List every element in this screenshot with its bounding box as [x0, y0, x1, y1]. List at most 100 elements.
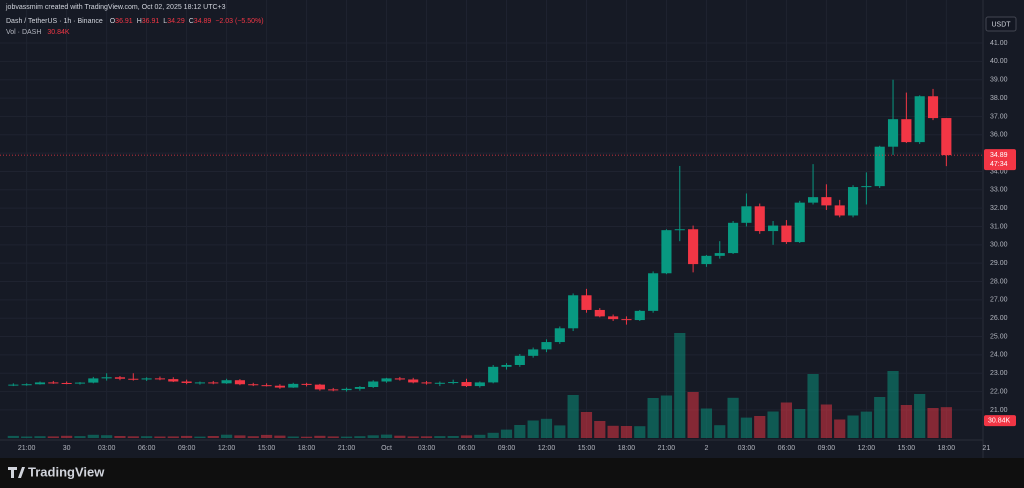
volume-bar — [220, 434, 233, 438]
candle-body — [181, 381, 192, 383]
candle-body — [474, 382, 485, 387]
candle-body — [927, 96, 939, 119]
candle-body — [634, 310, 645, 321]
candle-body — [541, 342, 552, 350]
y-tick-label: 33.00 — [990, 187, 1008, 194]
candle-body — [608, 316, 619, 320]
volume-bar — [61, 435, 73, 438]
volume-bar — [314, 435, 326, 438]
volume-pane — [7, 333, 952, 438]
volume-bar — [767, 411, 779, 438]
volume-bar — [474, 434, 486, 438]
candle-body — [514, 355, 525, 365]
volume-tag — [984, 415, 1016, 427]
volume-bar — [447, 436, 459, 438]
volume-bar — [7, 435, 19, 438]
volume-value: 30.84K — [47, 29, 70, 36]
candle-body — [861, 186, 872, 188]
candle-body — [408, 379, 419, 383]
candle-body — [874, 146, 885, 187]
y-tick-label: 36.00 — [990, 132, 1008, 139]
x-tick-label: 15:00 — [258, 445, 276, 452]
candle-body — [101, 377, 112, 379]
volume-bar — [647, 398, 659, 438]
volume-bar — [47, 436, 59, 438]
candle-body — [114, 377, 126, 379]
volume-bar — [927, 408, 939, 438]
candle-body — [274, 385, 285, 388]
currency-box — [985, 16, 1017, 32]
volume-bar — [820, 404, 832, 438]
candle-body — [581, 295, 592, 310]
volume-bar — [687, 392, 699, 438]
candle-body — [168, 379, 179, 382]
candle-body — [621, 319, 632, 321]
y-tick-label: 27.00 — [990, 297, 1008, 304]
volume-bar — [594, 421, 606, 438]
candle-body — [847, 187, 859, 216]
candle-body — [501, 364, 512, 367]
volume-bar — [327, 436, 339, 438]
candle-body — [21, 384, 32, 386]
chart-background — [0, 0, 1024, 458]
ohlc-letter: C — [189, 18, 194, 25]
candle-body — [714, 253, 725, 256]
candle-body — [448, 382, 459, 384]
ohlc-letter: H — [137, 18, 142, 25]
y-tick-label: 21.00 — [990, 407, 1008, 414]
volume-bar — [340, 436, 353, 438]
y-tick-label: 41.00 — [990, 40, 1008, 47]
candle-body — [834, 205, 845, 216]
volume-bar — [714, 425, 726, 438]
candle-body — [74, 382, 86, 384]
y-tick-label: 39.00 — [990, 77, 1008, 84]
volume-bar — [367, 435, 379, 438]
volume-bar — [500, 429, 513, 438]
volume-bar — [181, 435, 193, 438]
candle-body — [434, 382, 445, 384]
volume-bar — [154, 436, 166, 438]
volume-bar — [460, 435, 473, 438]
x-tick-label: 12:00 — [858, 445, 876, 452]
candle-body — [261, 385, 272, 387]
volume-title: Vol · DASH — [6, 29, 41, 36]
x-tick-label: 30 — [63, 445, 71, 452]
volume-bar — [167, 436, 179, 438]
y-tick-label: 32.00 — [990, 205, 1008, 212]
candle-body — [61, 382, 72, 384]
x-tick-label: 06:00 — [138, 445, 156, 452]
candle-body — [568, 295, 579, 329]
x-tick-label: 09:00 — [498, 445, 516, 452]
ohlc-letter: L — [163, 18, 167, 25]
volume-bar — [860, 411, 872, 438]
candle-body — [154, 378, 166, 380]
volume-bar — [487, 432, 499, 438]
candle-body — [301, 383, 312, 385]
y-tick-label: 40.00 — [990, 58, 1008, 65]
volume-bar — [420, 436, 433, 438]
candle-body — [781, 225, 792, 243]
volume-bar — [780, 402, 793, 438]
candle-body — [88, 378, 99, 383]
y-tick-label: 26.00 — [990, 315, 1008, 322]
x-tick-label: 21:00 — [338, 445, 356, 452]
volume-bar — [274, 435, 286, 438]
volume-bar — [260, 434, 273, 438]
x-tick-label: Oct — [381, 445, 392, 452]
volume-bar — [847, 415, 859, 438]
volume-bar — [740, 417, 753, 438]
x-tick-label: 21 — [982, 445, 990, 452]
volume-tag-value: 30.84K — [988, 418, 1011, 425]
volume-bar — [114, 436, 126, 438]
volume-bar — [101, 435, 113, 438]
x-tick-label: 09:00 — [818, 445, 836, 452]
volume-bar — [141, 436, 153, 438]
price-tag — [984, 149, 1016, 171]
y-tick-label: 28.00 — [990, 278, 1008, 285]
y-tick-label: 24.00 — [990, 352, 1008, 359]
logo: TradingView — [8, 464, 105, 479]
volume-bar — [580, 412, 593, 438]
candle-body — [594, 309, 605, 317]
volume-bar — [207, 436, 219, 438]
